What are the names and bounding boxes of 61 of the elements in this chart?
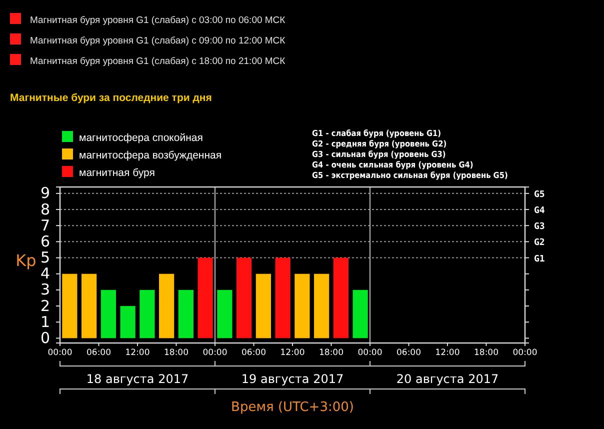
x-tick-label: 06:00	[242, 348, 266, 358]
legend-label: магнитосфера спокойная	[79, 132, 203, 144]
bar	[256, 274, 271, 338]
y-tick-label: 4	[40, 264, 50, 283]
text: G1 - слабая буря (уровень G1)	[312, 128, 442, 138]
ref-line-label: G1	[534, 254, 545, 264]
x-tick-label: 00:00	[358, 348, 382, 358]
bar	[294, 274, 310, 338]
bar	[140, 290, 155, 338]
y-tick-label: 0	[40, 328, 50, 347]
x-tick-label: 06:00	[396, 348, 421, 358]
x-tick-label: 00:00	[202, 348, 228, 358]
y-tick-label: 9	[40, 184, 50, 202]
bar	[62, 274, 78, 338]
text: 18 августа 2017	[86, 372, 189, 386]
bar	[314, 274, 330, 338]
x-tick-label: 00:00	[48, 348, 72, 358]
bar	[333, 258, 348, 338]
bar	[178, 290, 194, 338]
ref-line-label: G5	[534, 190, 545, 200]
text: G5 - экстремально сильная буря (уровень G5)	[312, 170, 508, 180]
x-tick-label: 18:00	[474, 348, 498, 358]
ref-line-label: G3	[534, 222, 545, 232]
bar	[236, 258, 252, 338]
ref-line-label: G4	[534, 206, 546, 216]
bar	[82, 274, 97, 338]
x-tick-label: 12:00	[435, 348, 460, 358]
bar	[120, 306, 136, 338]
y-tick-label: 7	[40, 216, 50, 234]
text: Магнитная буря уровня G1 (слабая) с 09:00 по 12:00 МСК	[30, 36, 286, 46]
text: G4 - очень сильная буря (уровень G4)	[312, 160, 474, 170]
legend-label: магнитная буря	[79, 167, 155, 179]
y-tick-label: 1	[40, 312, 50, 331]
x-tick-label: 12:00	[280, 348, 305, 358]
legend-label: магнитосфера возбужденная	[79, 150, 222, 162]
bar	[159, 274, 174, 338]
y-tick-label: 8	[40, 200, 50, 218]
ref-line-label: G2	[534, 238, 545, 248]
chart-title: Магнитные бури за последние три дня	[10, 92, 212, 104]
x-tick-label: 18:00	[319, 348, 344, 358]
text: Магнитная буря уровня G1 (слабая) с 03:00 по 06:00 МСК	[30, 15, 286, 26]
y-tick-label: 6	[40, 232, 50, 250]
text: G3 - сильная буря (уровень G3)	[312, 149, 446, 159]
x-tick-label: 00:00	[512, 348, 538, 358]
bar	[217, 290, 232, 338]
y-axis-title: Kp	[16, 251, 36, 270]
text: 20 августа 2017	[396, 372, 499, 386]
text: Магнитная буря уровня G1 (слабая) с 18:00 по 21:00 МСК	[30, 56, 286, 67]
bar	[275, 258, 290, 338]
y-tick-label: 5	[40, 248, 50, 267]
y-tick-label: 2	[40, 296, 50, 315]
x-tick-label: 12:00	[125, 348, 150, 358]
bar	[198, 258, 213, 338]
y-tick-label: 3	[40, 280, 50, 299]
bar	[352, 290, 368, 338]
text: 19 августа 2017	[241, 372, 344, 386]
bar	[100, 290, 116, 338]
x-tick-label: 06:00	[86, 348, 111, 358]
x-axis-title: Время (UTC+3:00)	[231, 400, 354, 415]
text: G2 - средняя буря (уровень G2)	[312, 138, 447, 148]
x-tick-label: 18:00	[164, 348, 188, 358]
